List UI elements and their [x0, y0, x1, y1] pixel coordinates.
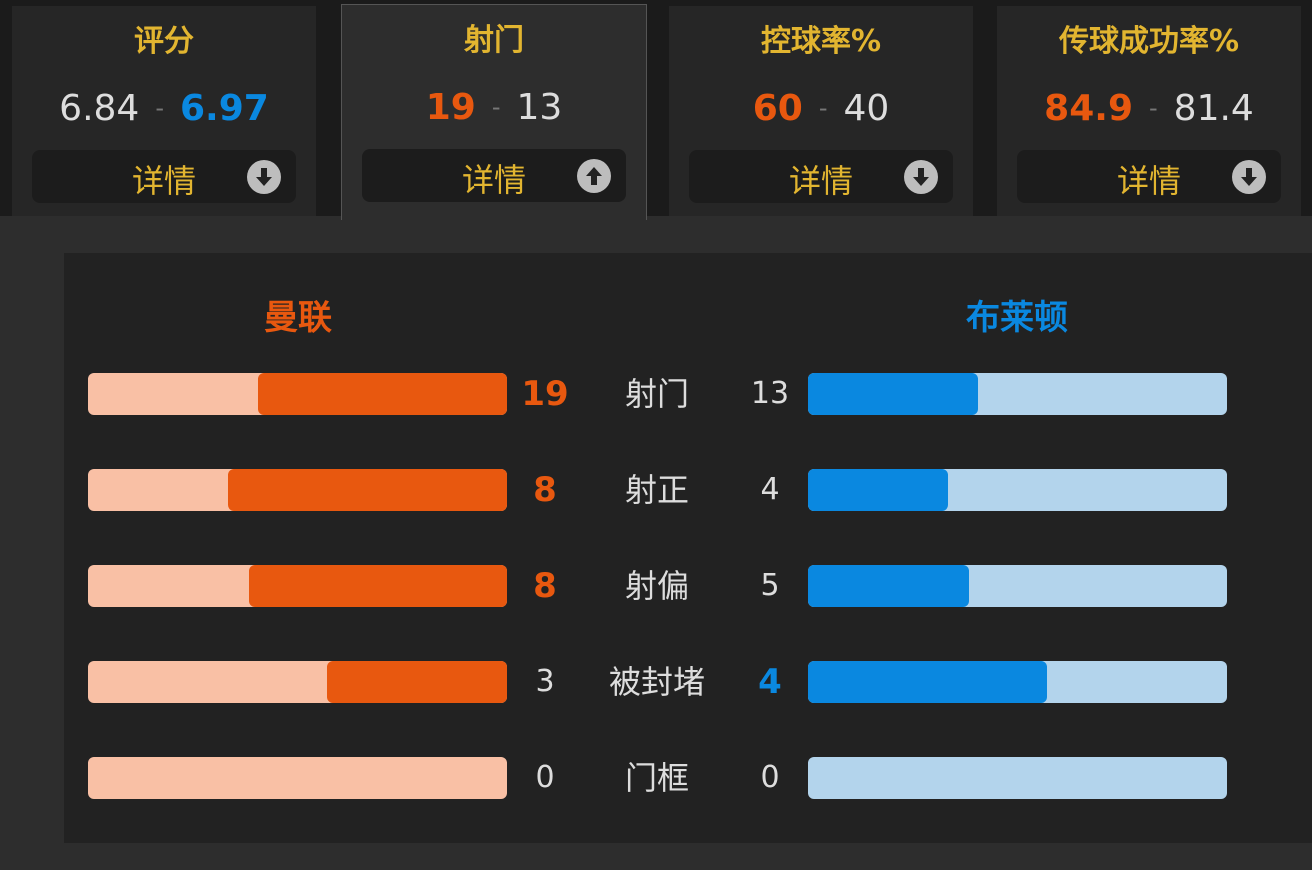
details-label: 详情 — [788, 162, 853, 200]
home-value: 60 — [752, 87, 803, 129]
home-value: 19 — [425, 86, 476, 128]
separator: - — [818, 94, 828, 122]
away-value: 6.97 — [180, 87, 269, 129]
home-value: 19 — [521, 374, 569, 414]
away-bar — [808, 661, 1048, 703]
home-value: 8 — [533, 566, 557, 606]
stat-label: 门框 — [624, 759, 689, 797]
away-bar — [808, 373, 979, 415]
home-bar-track — [88, 757, 507, 799]
details-button[interactable]: 详情 — [1017, 150, 1281, 203]
expand-icon[interactable] — [246, 159, 282, 195]
away-value: 13 — [516, 86, 563, 128]
stat-label: 射偏 — [624, 567, 689, 605]
stat-tab[interactable]: 控球率% 60-40 详情 — [669, 6, 973, 216]
details-button[interactable]: 详情 — [32, 150, 296, 203]
tab-title: 传球成功率% — [1058, 24, 1240, 59]
tab-values: 60-40 — [669, 86, 973, 129]
away-value: 5 — [760, 568, 780, 603]
away-bar — [808, 469, 948, 511]
details-label: 详情 — [461, 161, 526, 199]
home-bar — [249, 565, 507, 607]
home-value: 3 — [535, 664, 555, 699]
details-label: 详情 — [1116, 162, 1181, 200]
away-bar — [808, 565, 970, 607]
stat-label: 被封堵 — [608, 663, 705, 701]
tab-values: 6.84-6.97 — [12, 86, 316, 129]
details-label: 详情 — [131, 162, 196, 200]
stat-label: 射门 — [624, 375, 689, 413]
details-button[interactable]: 详情 — [362, 149, 626, 202]
collapse-icon[interactable] — [576, 158, 612, 194]
stat-label: 射正 — [624, 471, 689, 509]
separator: - — [491, 93, 501, 121]
details-button[interactable]: 详情 — [689, 150, 953, 203]
tab-title: 射门 — [464, 23, 524, 58]
stat-tab[interactable]: 评分 6.84-6.97 详情 — [12, 6, 316, 216]
stats-inner — [64, 253, 1312, 843]
home-bar — [258, 373, 507, 415]
away-value: 13 — [750, 376, 790, 411]
home-value: 8 — [533, 470, 557, 510]
home-value: 6.84 — [59, 87, 140, 129]
away-team: 布莱顿 — [966, 298, 1068, 338]
stat-tab[interactable]: 射门 19-13 详情 — [341, 4, 647, 220]
stat-tab[interactable]: 传球成功率% 84.9-81.4 详情 — [997, 6, 1301, 216]
home-value: 84.9 — [1044, 87, 1133, 129]
home-bar — [227, 469, 507, 511]
tab-values: 84.9-81.4 — [997, 86, 1301, 129]
away-value: 0 — [760, 760, 780, 795]
tab-values: 19-13 — [342, 85, 646, 128]
separator: - — [155, 94, 164, 122]
away-value: 40 — [843, 87, 890, 129]
expand-icon[interactable] — [903, 159, 939, 195]
home-bar — [327, 661, 507, 703]
tab-title: 控球率% — [760, 24, 882, 59]
separator: - — [1149, 94, 1158, 122]
tab-title: 评分 — [134, 24, 194, 59]
away-bar-track — [808, 757, 1227, 799]
away-value: 4 — [758, 662, 782, 702]
home-team: 曼联 — [264, 298, 332, 338]
away-value: 81.4 — [1173, 87, 1254, 129]
expand-icon[interactable] — [1231, 159, 1267, 195]
home-value: 0 — [535, 760, 555, 795]
away-value: 4 — [760, 472, 780, 507]
